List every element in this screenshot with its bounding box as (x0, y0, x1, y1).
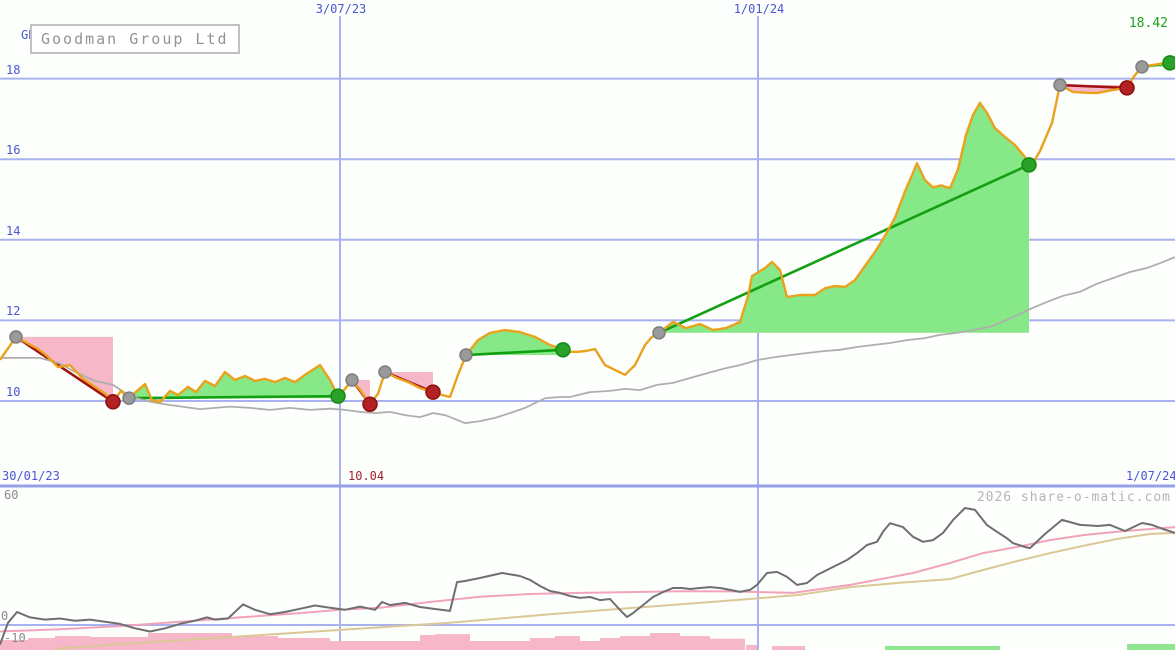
histogram-bar-pink (232, 636, 278, 650)
entry-pivot-dot (378, 365, 392, 379)
trade-price-label: 10.04 (348, 469, 385, 483)
histogram-bar-pink (435, 634, 470, 650)
profit-fill (659, 102, 1029, 333)
trend-line-down (15, 335, 114, 403)
trend-line-up (465, 348, 564, 357)
histogram-bar-pink (148, 633, 232, 650)
price-axis-tick: 16 (6, 143, 21, 158)
price-line (0, 60, 1175, 406)
oscillator-line (0, 507, 1175, 645)
exit-pivot-dot-down (425, 384, 441, 400)
bottom-right-date: 1/07/24 (1126, 469, 1175, 483)
histogram-bar-green (1127, 644, 1175, 650)
exit-pivot-dot-up (1021, 157, 1037, 173)
indicator-axis-tick: 0 (1, 609, 9, 623)
date-tick: 3/07/23 (315, 2, 367, 16)
histogram-bar-pink (580, 641, 600, 650)
histogram-bar-pink (772, 646, 805, 650)
loss-fill (352, 380, 370, 405)
loss-fill (466, 355, 563, 356)
entry-pivot-dot (459, 348, 473, 362)
watermark: 2026 share-o-matic.com (976, 490, 1171, 505)
histogram-bar-pink (330, 641, 420, 650)
benchmark-line (0, 256, 1175, 425)
bottom-left-date: 30/01/23 (2, 469, 60, 483)
histogram-bar-pink (620, 636, 650, 650)
histogram-bar-green (885, 646, 1000, 650)
histogram-bar-pink (470, 641, 530, 650)
entry-pivot-dot (122, 391, 136, 405)
histogram-bar-pink (746, 644, 757, 650)
histogram-bar-pink (278, 638, 330, 650)
signal-line (0, 526, 1175, 633)
entry-pivot-dot (1135, 60, 1149, 74)
trend-line-up (658, 163, 1030, 335)
histogram-bar-pink (650, 633, 680, 650)
histogram-bar-pink (680, 636, 710, 650)
trend-line-down (1059, 83, 1128, 90)
price-axis-tick: 10 (6, 385, 21, 399)
exit-pivot-dot-up (1162, 55, 1175, 71)
date-tick: 1/01/24 (733, 2, 785, 16)
histogram-bar-pink (28, 638, 55, 650)
indicator-axis-tick: -10 (4, 630, 26, 645)
price-axis-tick: 14 (6, 223, 21, 238)
instrument-title: Goodman Group Ltd (30, 24, 240, 54)
indicator-axis-tick: 60 (4, 488, 19, 502)
entry-pivot-dot (345, 373, 359, 387)
last-price-label: 18.42 (1128, 16, 1168, 31)
entry-pivot-dot (9, 330, 23, 344)
exit-pivot-dot-down (105, 394, 121, 410)
price-axis-tick: 12 (6, 304, 21, 319)
average-line (54, 531, 1175, 650)
exit-pivot-dot-down (362, 396, 378, 412)
entry-pivot-dot (652, 326, 666, 340)
exit-pivot-dot-up (330, 388, 346, 404)
price-axis-tick: 18 (6, 62, 21, 77)
histogram-bar-pink (555, 636, 580, 650)
exit-pivot-dot-down (1119, 80, 1135, 96)
histogram-bar-pink (0, 639, 28, 650)
histogram-bar-pink (530, 638, 555, 650)
histogram-bar-pink (420, 634, 435, 650)
histogram-bar-pink (710, 638, 745, 650)
exit-pivot-dot-up (555, 342, 571, 358)
profit-fill (16, 336, 113, 337)
histogram-bar-pink (600, 638, 620, 650)
loss-fill (16, 336, 113, 402)
profit-fill (129, 365, 338, 399)
profit-fill (466, 330, 563, 356)
entry-pivot-dot (1053, 78, 1067, 92)
loss-fill (659, 332, 1029, 333)
